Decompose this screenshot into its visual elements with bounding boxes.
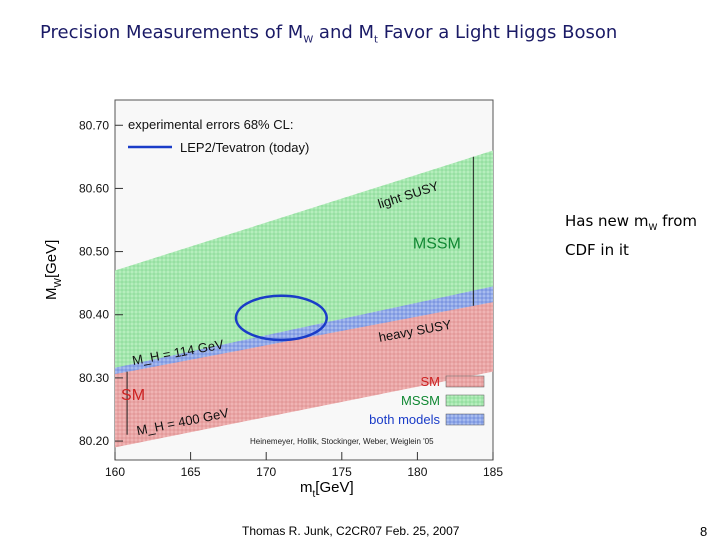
note-text-end: from CDF in it	[565, 212, 698, 259]
title-text-mid: and M	[313, 22, 375, 43]
band-legend-label: both models	[369, 412, 440, 427]
footer: Thomas R. Junk, C2CR07 Feb. 25, 2007	[242, 524, 460, 538]
title-subscript-t: t	[374, 34, 378, 46]
band-legend-swatch	[445, 375, 485, 388]
legend-header: experimental errors 68% CL:	[128, 117, 293, 132]
x-tick-label: 160	[105, 465, 125, 479]
chart-credit: Heinemeyer, Hollik, Stockinger, Weber, W…	[250, 437, 434, 446]
legend-line-label: LEP2/Tevatron (today)	[180, 140, 309, 155]
note-text: Has new m	[565, 212, 649, 230]
sm-band	[115, 289, 493, 448]
title-subscript-w: W	[303, 34, 314, 46]
band-legend-swatch	[445, 413, 485, 426]
y-axis-label: MW[GeV]	[43, 240, 64, 300]
note-subscript: W	[648, 223, 658, 233]
slide-title: Precision Measurements of MW and Mt Favo…	[40, 22, 710, 46]
y-tick-label: 80.40	[79, 308, 109, 322]
x-tick-label: 180	[407, 465, 427, 479]
x-axis: 160 165 170 175 180 185	[105, 452, 503, 479]
x-tick-label: 185	[483, 465, 503, 479]
title-text: Precision Measurements of M	[40, 22, 304, 43]
page-number: 8	[700, 524, 708, 539]
band-legend-label: SM	[421, 374, 441, 389]
sm-label: SM	[121, 387, 145, 404]
y-tick-label: 80.60	[79, 181, 109, 195]
y-axis: 80.20 80.30 80.40 80.50 80.60 80.70	[79, 118, 123, 448]
x-tick-label: 165	[181, 465, 201, 479]
y-tick-label: 80.20	[79, 434, 109, 448]
title-text-end: Favor a Light Higgs Boson	[377, 22, 618, 43]
x-tick-label: 170	[256, 465, 276, 479]
y-tick-label: 80.50	[79, 245, 109, 259]
x-axis-label: mt[GeV]	[300, 479, 354, 500]
y-tick-label: 80.30	[79, 371, 109, 385]
band-legend: SM MSSM both models	[369, 374, 485, 427]
lep2-tevatron-ellipse	[234, 294, 328, 342]
mssm-label: MSSM	[413, 235, 461, 252]
band-legend-swatch	[445, 394, 485, 407]
side-note: Has new mW from CDF in it	[565, 210, 715, 261]
y-tick-label: 80.70	[79, 118, 109, 132]
band-legend-label: MSSM	[401, 393, 440, 408]
x-tick-label: 175	[332, 465, 352, 479]
both-models-band	[115, 286, 493, 375]
